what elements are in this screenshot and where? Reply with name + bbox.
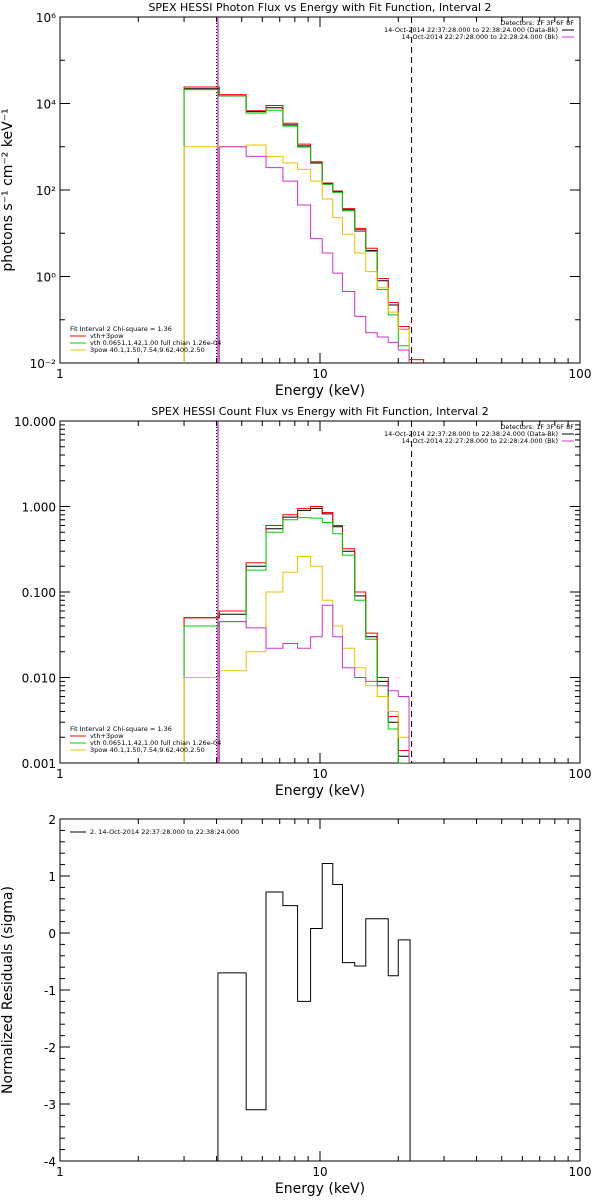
y-axis-label: photons s⁻¹ cm⁻² keV⁻¹ <box>0 108 16 271</box>
x-tick-label: 100 <box>569 1165 592 1179</box>
series-line-1 <box>183 507 410 763</box>
y-tick-label: 1.000 <box>22 501 56 515</box>
x-tick-label: 100 <box>569 767 592 781</box>
y-tick-label: 1 <box>48 870 56 884</box>
chart-panel-3: 1 10 100 Energy (keV) -4 -3 -2 -1 0 1 2 Normalized … <box>0 813 591 1197</box>
series-line-2 <box>183 506 410 763</box>
y-tick-label: 0.100 <box>22 586 56 600</box>
chart-title: SPEX HESSI Photon Flux vs Energy with Fi… <box>148 1 491 14</box>
legend-header: Detectors: 1F 3F 6F 8F <box>500 423 574 431</box>
y-tick-label: 10.000 <box>14 415 56 429</box>
y-tick-label: 2 <box>48 813 56 827</box>
y-tick-label: 10² <box>36 184 56 198</box>
legend-entry-label: vth 0.0651,1.42,1.00 full chian 1.26e-04 <box>90 339 221 347</box>
y-tick-label: 0 <box>48 927 56 941</box>
series-line-3 <box>183 89 410 363</box>
y-tick-label: -3 <box>44 1098 56 1112</box>
legend-entry-label: vth+3pow <box>90 332 124 340</box>
series-line-4 <box>183 144 410 363</box>
legend-entry-label: 3pow 40.1,1.50,7.54,9.62,400,2.50 <box>90 346 205 354</box>
y-tick-label: -4 <box>44 1155 56 1169</box>
y-tick-label: 0.001 <box>22 757 56 771</box>
chart-panel-1: SPEX HESSI Photon Flux vs Energy with Fi… <box>0 1 591 399</box>
x-axis-label: Energy (keV) <box>275 783 365 799</box>
y-tick-label: -1 <box>44 984 56 998</box>
y-tick-label: 10⁰ <box>36 271 56 285</box>
x-tick-label: 10 <box>312 1165 327 1179</box>
y-tick-label: 10⁶ <box>36 11 56 25</box>
series-line-4 <box>183 556 410 763</box>
y-axis-label: Normalized Residuals (sigma) <box>0 886 16 1094</box>
y-tick-label: 0.010 <box>22 672 56 686</box>
legend-header: Fit Interval 2 Chi-square = 1.36 <box>70 725 172 733</box>
plot-frame <box>59 420 581 764</box>
legend-header: Detectors: 1F 3F 6F 8F <box>500 19 574 27</box>
series-line-5 <box>218 146 410 363</box>
legend-entry-label: 14-Oct-2014 22:37:28.000 to 22:38:24.000… <box>384 26 558 34</box>
legend-header: Fit Interval 2 Chi-square = 1.36 <box>70 325 172 333</box>
x-tick-label: 100 <box>569 367 592 381</box>
legend-entry-label: 2. 14-Oct-2014 22:37:28.000 to 22:38:24.… <box>90 828 239 836</box>
series-line-5 <box>218 604 410 763</box>
series-line-1 <box>217 862 411 1161</box>
x-axis-label: Energy (keV) <box>275 1181 365 1197</box>
legend-entry-label: vth 0.0651,1.42,1.00 full chian 1.26e-04 <box>90 739 221 747</box>
legend-entry-label: 14-Oct-2014 22:37:28.000 to 22:38:24.000… <box>384 430 558 438</box>
legend-entry-label: 3pow 40.1,1.50,7.54,9.62,400,2.50 <box>90 746 205 754</box>
x-tick-label: 1 <box>56 767 64 781</box>
y-tick-label: 10⁴ <box>36 98 56 112</box>
x-tick-label: 10 <box>312 367 327 381</box>
series-line-1 <box>183 88 424 363</box>
series-line-2 <box>183 86 424 363</box>
x-axis-label: Energy (keV) <box>275 383 365 399</box>
x-tick-label: 1 <box>56 367 64 381</box>
legend-entry-label: vth+3pow <box>90 732 124 740</box>
x-tick-label: 10 <box>312 767 327 781</box>
y-tick-label: 10⁻² <box>30 357 57 371</box>
chart-panel-2: SPEX HESSI Count Flux vs Energy with Fit… <box>14 405 591 799</box>
plot-frame <box>59 16 581 364</box>
plot-frame <box>59 818 581 1162</box>
legend-entry-label: 14-Oct-2014 22:27:28.000 to 22:28:24.000… <box>402 33 558 41</box>
x-tick-label: 1 <box>56 1165 64 1179</box>
y-tick-label: -2 <box>44 1041 56 1055</box>
legend-entry-label: 14-Oct-2014 22:27:28.000 to 22:28:24.000… <box>402 437 558 445</box>
chart-title: SPEX HESSI Count Flux vs Energy with Fit… <box>151 405 488 418</box>
series-line-3 <box>183 517 410 763</box>
